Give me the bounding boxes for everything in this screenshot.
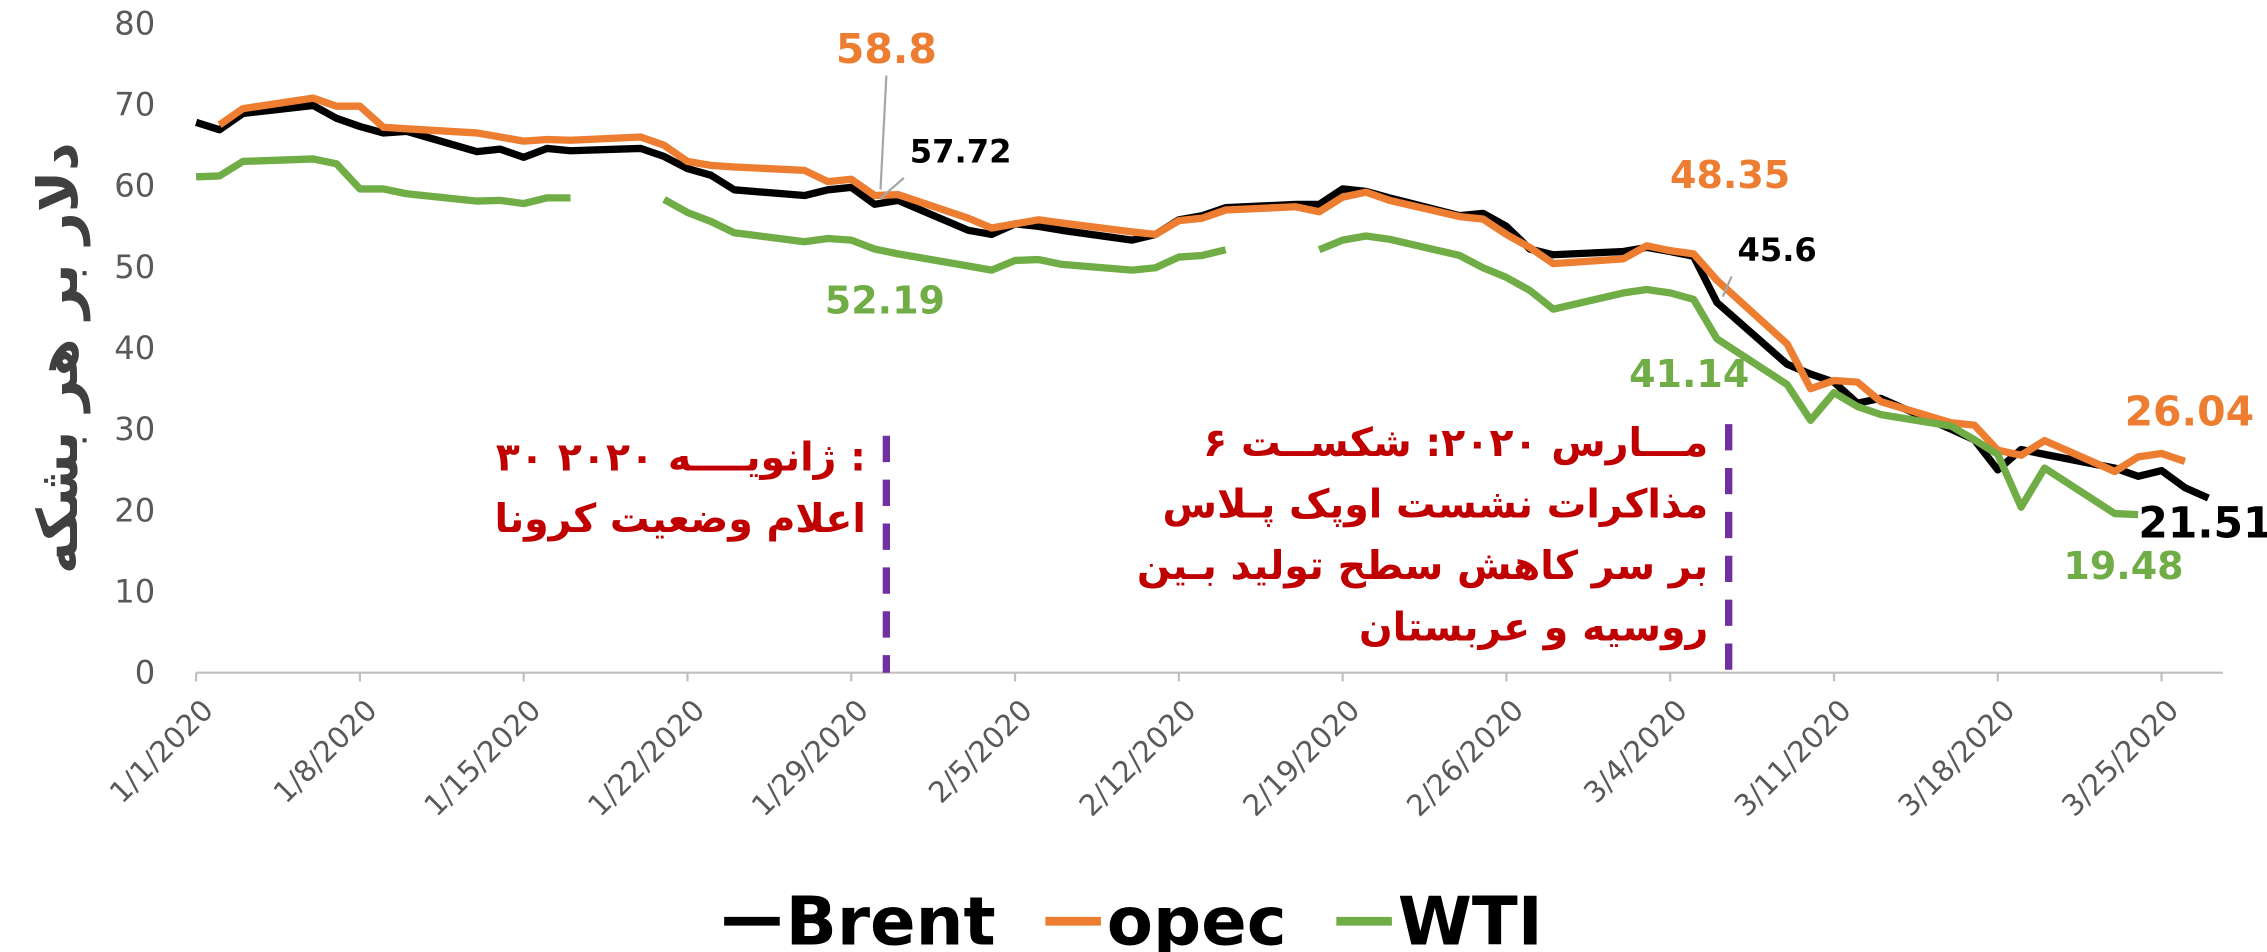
event-text: ۳۰ ژانویــــه ۲۰۲۰ : bbox=[496, 435, 866, 481]
data-label: 45.6 bbox=[1737, 231, 1816, 269]
data-label: 57.72 bbox=[910, 133, 1012, 171]
x-tick-label: 3/4/2020 bbox=[1577, 693, 1694, 810]
x-tick-label: 2/5/2020 bbox=[922, 693, 1039, 810]
y-axis-label: دلار بر هر بشکه bbox=[26, 142, 91, 574]
data-label: 52.19 bbox=[825, 278, 945, 322]
series-line bbox=[217, 94, 2187, 476]
y-tick-label: 30 bbox=[114, 410, 155, 448]
x-tick-label: 1/22/2020 bbox=[581, 693, 711, 823]
x-tick-label: 1/29/2020 bbox=[745, 693, 875, 823]
x-tick-label: 3/25/2020 bbox=[2055, 693, 2185, 823]
leader-line bbox=[879, 177, 905, 200]
y-tick-label: 50 bbox=[114, 248, 155, 286]
y-tick-label: 70 bbox=[114, 86, 155, 124]
series-line bbox=[195, 155, 2139, 519]
event-text: مذاکرات نشست اوپک پـلاس bbox=[1163, 482, 1709, 528]
event-text: بر سر کاهش سطح تولید بـین bbox=[1137, 543, 1708, 589]
data-label: 48.35 bbox=[1670, 153, 1790, 197]
y-tick-label: 40 bbox=[114, 329, 155, 367]
leader-line bbox=[1721, 275, 1733, 298]
event-text: اعلام وضعیت کرونا bbox=[494, 496, 865, 542]
x-tick-label: 1/8/2020 bbox=[267, 693, 384, 810]
x-tick-label: 3/18/2020 bbox=[1891, 693, 2021, 823]
y-tick-label: 10 bbox=[114, 573, 155, 611]
y-tick-label: 60 bbox=[114, 167, 155, 205]
data-label: 41.14 bbox=[1629, 352, 1749, 396]
event-text: ۶ مـــارس ۲۰۲۰: شکســت bbox=[1203, 420, 1708, 466]
data-label: 19.48 bbox=[2063, 544, 2183, 588]
legend-label: Brent bbox=[786, 882, 996, 952]
data-label: 26.04 bbox=[2125, 388, 2255, 436]
x-tick-label: 2/26/2020 bbox=[1400, 693, 1530, 823]
x-tick-label: 2/12/2020 bbox=[1073, 693, 1203, 823]
x-tick-label: 2/19/2020 bbox=[1236, 693, 1366, 823]
y-tick-label: 0 bbox=[135, 654, 155, 692]
x-tick-label: 1/15/2020 bbox=[417, 693, 547, 823]
legend: Brent opec WTI bbox=[724, 882, 1543, 952]
data-label: 21.51 bbox=[2138, 498, 2267, 547]
event-text: روسیه و عربستان bbox=[1359, 604, 1708, 650]
data-label: 58.8 bbox=[836, 25, 937, 73]
y-tick-label: 80 bbox=[114, 4, 155, 42]
leader-line bbox=[879, 75, 888, 190]
legend-label: opec bbox=[1107, 882, 1287, 952]
x-tick-label: 1/1/2020 bbox=[103, 693, 220, 810]
x-tick-label: 3/11/2020 bbox=[1728, 693, 1858, 823]
y-tick-label: 20 bbox=[114, 491, 155, 529]
legend-label: WTI bbox=[1398, 882, 1543, 952]
